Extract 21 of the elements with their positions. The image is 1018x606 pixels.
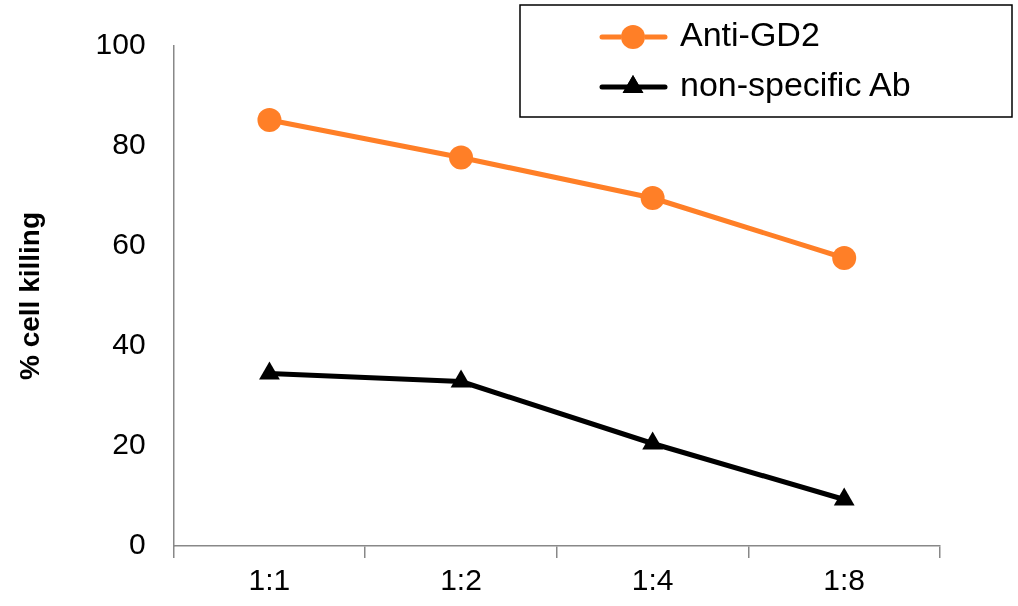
x-tick-label: 1:8	[823, 563, 866, 597]
x-tick-label: 1:4	[631, 563, 674, 597]
y-tick-label: 80	[112, 127, 146, 161]
y-tick-label: 60	[112, 227, 146, 261]
point	[833, 487, 855, 506]
y-tick-label: 100	[95, 27, 146, 61]
x-tick-label: 1:2	[440, 563, 482, 597]
legend-label: Anti-GD2	[680, 15, 820, 54]
x-tick-label: 1:1	[248, 563, 291, 597]
point	[640, 186, 665, 210]
point	[449, 145, 474, 170]
y-tick-label: 40	[112, 327, 146, 361]
y-tick-label: 20	[112, 427, 146, 461]
point	[832, 246, 857, 270]
y-axis-title: % cell killing	[13, 211, 45, 381]
point	[257, 108, 282, 132]
legend-label: non-specific Ab	[680, 65, 911, 104]
point	[642, 431, 664, 450]
point	[450, 369, 472, 388]
point	[259, 361, 280, 380]
y-tick-label: 0	[128, 527, 146, 561]
